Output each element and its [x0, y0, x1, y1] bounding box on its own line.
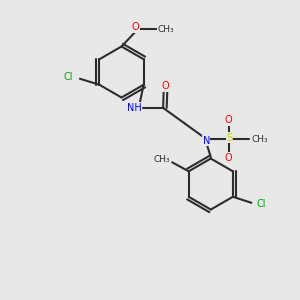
Text: NH: NH — [127, 103, 142, 113]
Text: S: S — [226, 133, 233, 142]
Text: CH₃: CH₃ — [153, 155, 170, 164]
Text: CH₃: CH₃ — [251, 134, 268, 143]
Text: O: O — [162, 81, 169, 91]
Text: O: O — [132, 22, 140, 32]
Text: O: O — [225, 153, 232, 163]
Text: O: O — [225, 116, 232, 125]
Text: N: N — [202, 136, 210, 146]
Text: CH₃: CH₃ — [158, 25, 175, 34]
Text: Cl: Cl — [64, 72, 73, 82]
Text: Cl: Cl — [256, 199, 266, 209]
